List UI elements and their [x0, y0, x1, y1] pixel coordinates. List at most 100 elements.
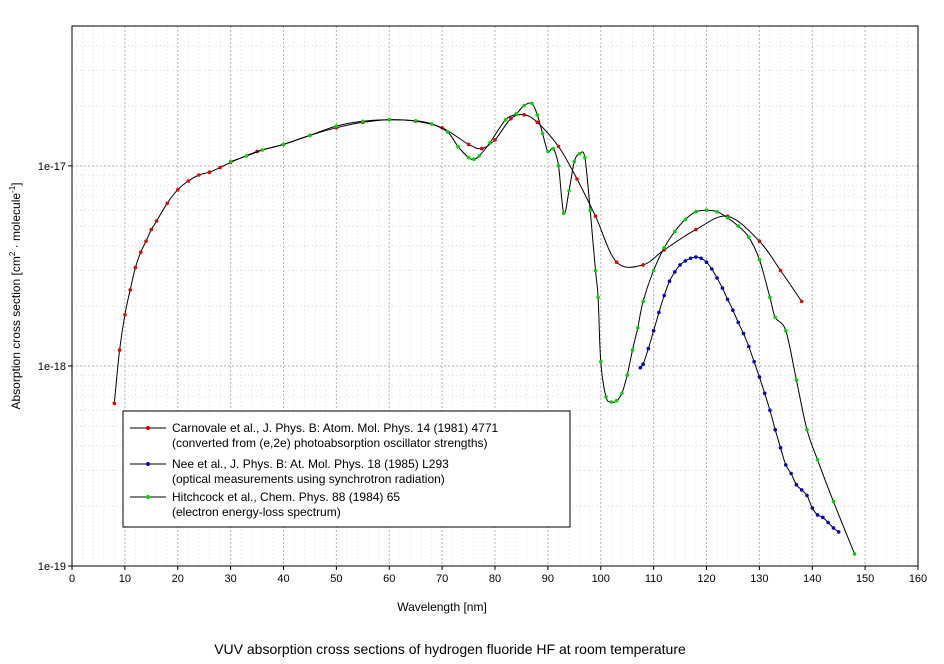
data-point-hitchcock	[472, 157, 476, 161]
data-point-hitchcock	[572, 159, 577, 164]
data-point-hitchcock	[815, 457, 820, 462]
data-point-nee	[699, 256, 703, 261]
data-point-hitchcock	[768, 295, 772, 300]
data-point-hitchcock	[522, 103, 526, 108]
data-point-hitchcock	[308, 133, 312, 138]
data-point-carnovale	[593, 214, 598, 218]
y-tick-label: 1e-18	[38, 361, 66, 373]
data-point-nee	[826, 520, 830, 525]
data-point-hitchcock	[487, 141, 492, 145]
series-nee	[638, 255, 841, 534]
data-point-hitchcock	[361, 119, 365, 124]
series	[112, 101, 857, 556]
data-point-carnovale	[138, 250, 143, 254]
data-point-carnovale	[694, 227, 698, 232]
x-tick-label: 0	[69, 573, 75, 585]
data-point-hitchcock	[577, 151, 582, 156]
data-point-nee	[789, 471, 793, 476]
data-point-hitchcock	[794, 378, 799, 382]
data-point-hitchcock	[599, 359, 603, 364]
data-point-nee	[784, 463, 788, 467]
y-tick-label: 1e-19	[38, 561, 66, 573]
data-point-hitchcock	[583, 155, 587, 160]
data-point-carnovale	[117, 348, 122, 352]
x-tick-label: 60	[383, 573, 395, 585]
data-point-hitchcock	[852, 552, 857, 556]
x-tick-label: 90	[542, 573, 554, 585]
data-point-nee	[725, 297, 730, 302]
data-point-nee	[704, 260, 709, 265]
legend-marker-carnovale	[146, 426, 150, 430]
data-point-hitchcock	[503, 117, 508, 122]
data-point-hitchcock	[551, 146, 555, 151]
data-point-hitchcock	[334, 124, 339, 128]
legend-entry-nee: Nee et al., J. Phys. B: At. Mol. Phys. 1…	[172, 457, 449, 471]
x-tick-label: 80	[489, 573, 501, 585]
x-tick-label: 70	[436, 573, 448, 585]
data-point-hitchcock	[673, 229, 677, 234]
x-tick-label: 40	[277, 573, 289, 585]
x-tick-label: 30	[225, 573, 237, 585]
data-point-hitchcock	[736, 224, 740, 228]
x-tick-label: 140	[803, 573, 821, 585]
data-point-carnovale	[480, 146, 484, 151]
series-hitchcock	[228, 101, 857, 556]
data-point-hitchcock	[694, 209, 698, 214]
data-point-nee	[651, 328, 656, 333]
data-point-hitchcock	[445, 130, 450, 134]
x-tick-label: 160	[909, 573, 927, 585]
data-point-carnovale	[218, 165, 222, 170]
legend: Carnovale et al., J. Phys. B: Atom. Mol.…	[122, 410, 571, 528]
data-point-hitchcock	[260, 148, 265, 152]
data-point-carnovale	[128, 288, 132, 292]
data-point-hitchcock	[805, 427, 809, 432]
data-point-carnovale	[154, 219, 159, 223]
data-point-nee	[831, 526, 836, 530]
x-tick-label: 150	[856, 573, 874, 585]
data-point-hitchcock	[429, 122, 434, 126]
data-point-carnovale	[165, 201, 169, 206]
data-point-hitchcock	[773, 315, 777, 320]
data-point-nee	[821, 515, 825, 520]
data-point-hitchcock	[281, 142, 286, 147]
data-point-hitchcock	[540, 131, 545, 136]
data-point-hitchcock	[604, 395, 608, 399]
data-point-carnovale	[614, 260, 619, 265]
legend-note-carnovale: (converted from (e,2e) photoabsorption o…	[172, 436, 488, 450]
data-point-hitchcock	[588, 208, 592, 212]
data-point-carnovale	[522, 113, 526, 117]
data-point-carnovale	[641, 263, 645, 267]
legend-note-nee: (optical measurements using synchrotron …	[172, 472, 445, 486]
data-point-nee	[688, 256, 693, 261]
x-tick-label: 100	[592, 573, 610, 585]
x-tick-label: 130	[750, 573, 768, 585]
data-point-carnovale	[197, 173, 201, 177]
data-point-carnovale	[186, 179, 191, 183]
data-point-carnovale	[149, 227, 154, 232]
data-point-hitchcock	[784, 328, 788, 333]
data-point-hitchcock	[530, 101, 534, 106]
axis-ticks: 0 10 20 30 40 50 60 70 80 90 100 110 120 130 140 150 160…	[38, 161, 927, 585]
data-point-nee	[641, 362, 645, 367]
data-point-hitchcock	[715, 209, 719, 214]
data-point-hitchcock	[757, 257, 762, 262]
data-point-nee	[794, 482, 799, 487]
data-point-hitchcock	[683, 217, 688, 222]
data-point-carnovale	[112, 401, 117, 406]
data-point-hitchcock	[546, 149, 550, 154]
data-point-nee	[715, 276, 719, 280]
data-point-nee	[741, 331, 746, 336]
data-point-nee	[810, 506, 815, 510]
data-point-hitchcock	[561, 211, 566, 215]
data-point-nee	[747, 344, 751, 349]
x-tick-label: 120	[697, 573, 715, 585]
data-point-carnovale	[509, 116, 513, 121]
data-point-nee	[720, 286, 725, 290]
data-point-nee	[683, 259, 688, 263]
data-point-nee	[731, 308, 735, 313]
data-point-nee	[805, 493, 809, 498]
legend-entry-hitchcock: Hitchcock et al., Chem. Phys. 88 (1984) …	[172, 490, 400, 504]
data-point-carnovale	[575, 177, 579, 181]
data-point-carnovale	[799, 299, 804, 304]
